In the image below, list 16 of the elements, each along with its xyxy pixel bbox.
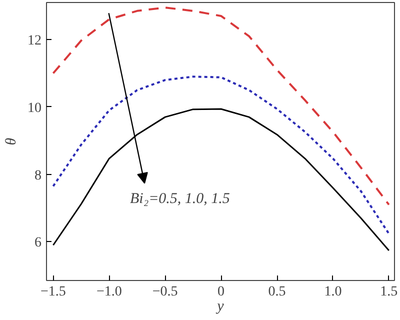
y-tick-label: 12	[28, 34, 42, 49]
y-tick-label: 10	[28, 100, 42, 116]
x-tick-label: −1.0	[96, 284, 122, 300]
x-axis-title: y	[215, 298, 224, 314]
line-series	[52, 6, 390, 206]
x-tick-label: −0.5	[152, 284, 178, 300]
line-series	[52, 76, 390, 235]
annotation: Bi₂=0.5, 1.0, 1.5	[130, 190, 230, 207]
x-tick-label: 0	[218, 284, 225, 300]
y-axis-title: θ	[4, 137, 20, 146]
x-tick-label: 0.5	[268, 284, 286, 300]
x-tick-label: 1.0	[324, 284, 342, 300]
y-tick-label: 6	[34, 236, 42, 251]
x-tick-label: 1.5	[380, 284, 398, 300]
y-tick-label: 8	[34, 168, 42, 184]
x-tick-label: −1.5	[40, 284, 66, 300]
